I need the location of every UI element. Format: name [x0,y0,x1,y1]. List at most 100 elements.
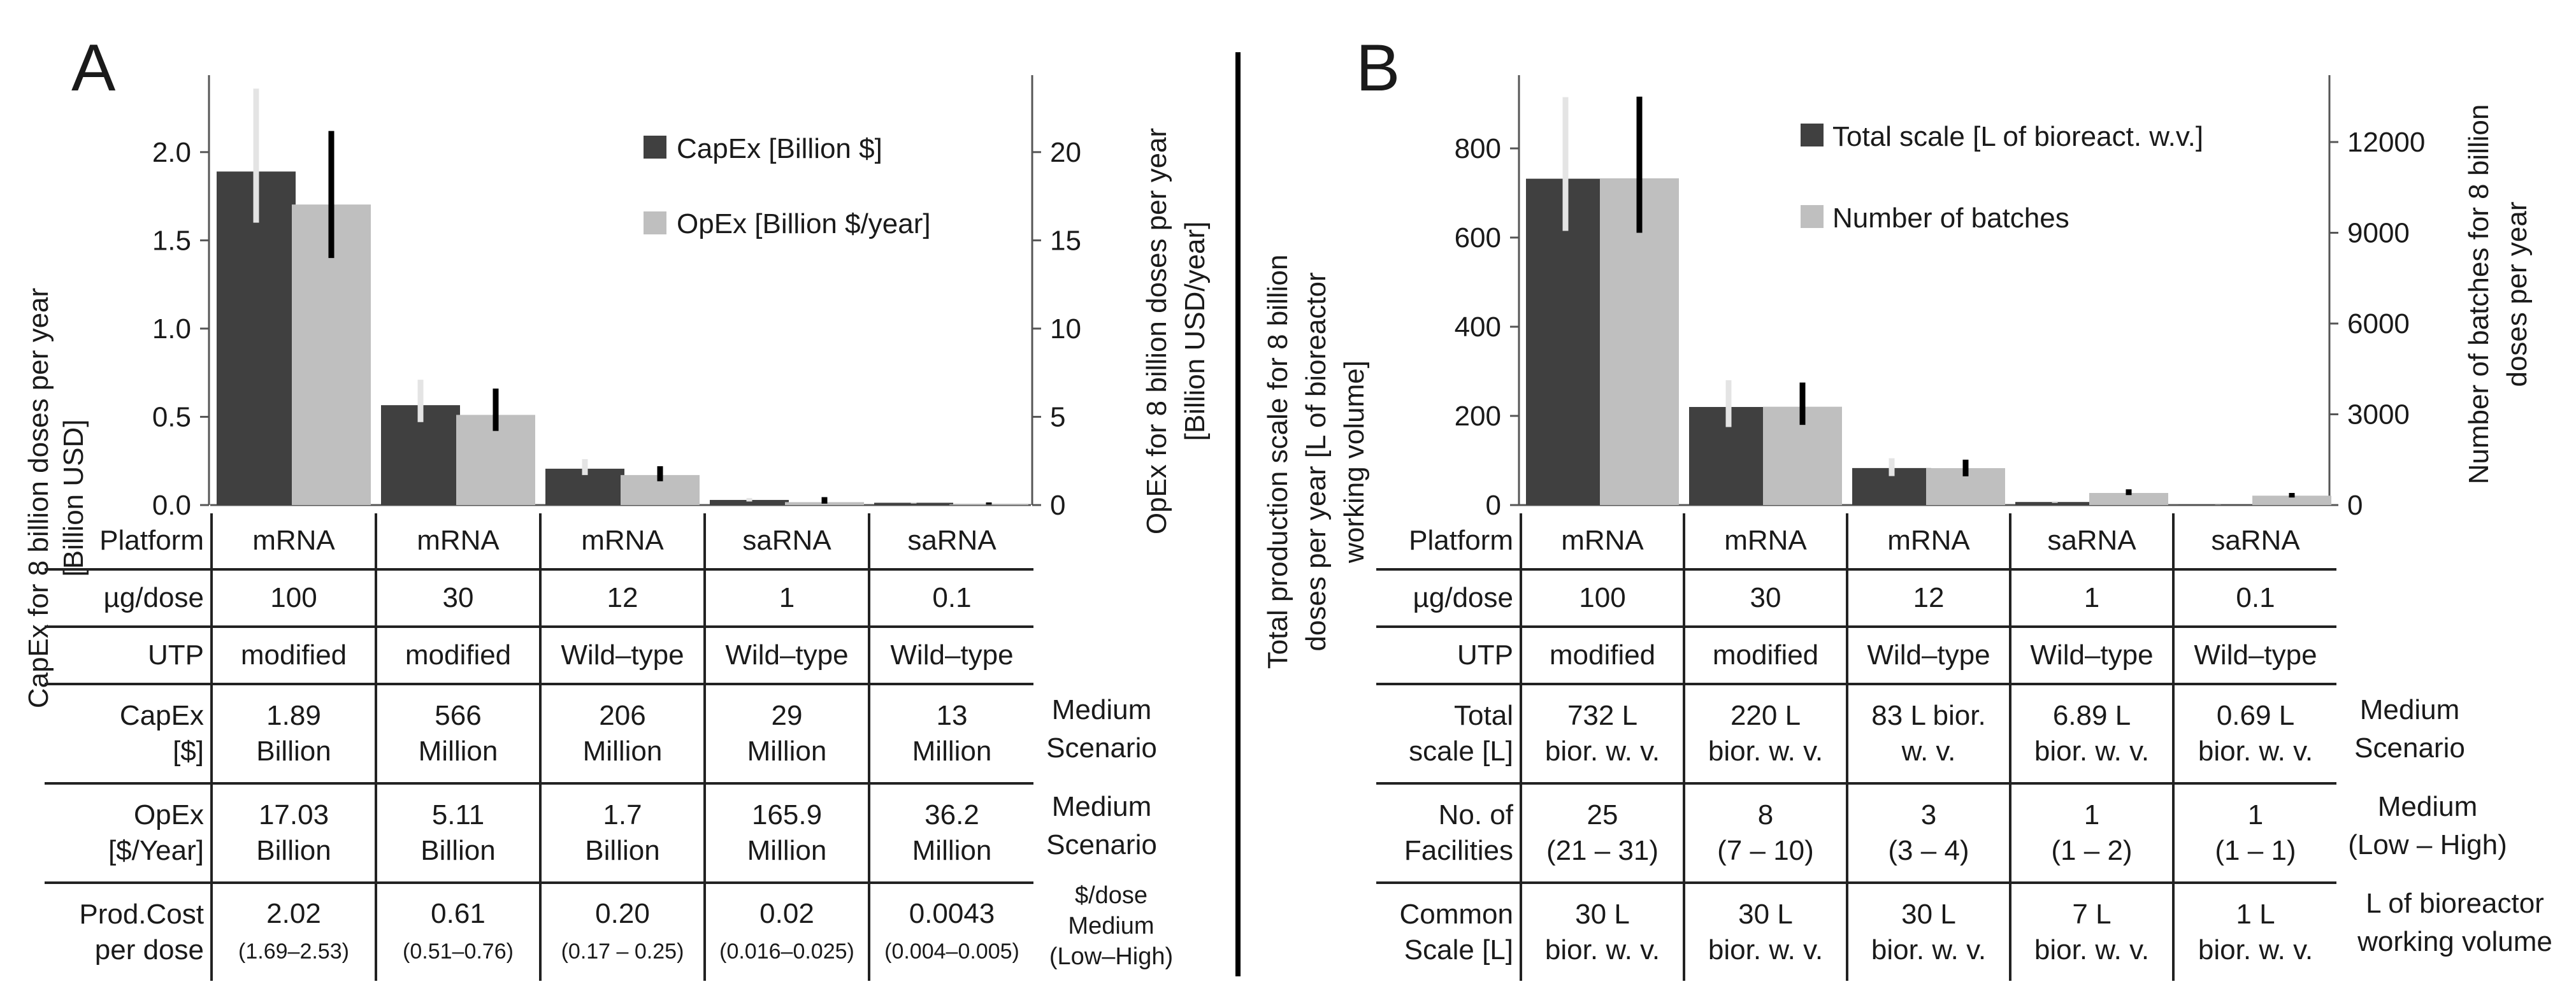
right-axis-tick-label: 15 [1050,225,1081,256]
bar-b-series1 [2015,502,2094,505]
table-row: µg/dose 100 30 12 1 0.1 [1376,568,2336,628]
table-cell: 25 (21 – 31) [1520,782,1685,884]
panel-b-letter: B [1356,31,1400,105]
bar-b-series2 [2252,496,2331,505]
panel-a-chart: A CapEx for 8 billion doses per year [Bi… [23,31,1211,708]
panel-b-ylabel-right-2: doses per year [2501,201,2533,387]
panel-a-prodcost-scenario-note: $/dose Medium (Low–High) [1049,882,1174,970]
left-axis-tick-label: 400 [1455,311,1501,343]
table-cell: 0.1 [868,568,1033,628]
table-row: µg/dose 100 30 12 1 0.1 [45,568,1033,628]
row-header: Platform [1376,513,1522,571]
table-cell: 30 [375,568,542,628]
table-cell: 1 (1 – 1) [2172,782,2336,884]
right-axis-tick-label: 20 [1050,137,1081,168]
table-cell: 1 (1 – 2) [2009,782,2175,884]
table-cell: 100 [210,568,377,628]
table-cell: saRNA [703,513,870,571]
row-header: UTP [45,625,213,685]
bar-a-series1 [217,171,296,505]
right-axis-tick-label: 5 [1050,401,1065,432]
bar-b-series1 [1526,178,1605,506]
table-cell: 206 Million [539,683,706,785]
table-cell: Wild–type [539,625,706,685]
panel-a-left-axis: 0.00.51.01.52.0 [152,75,210,521]
bar-b-series2 [2089,493,2168,505]
panel-a-ylabel-right-1: OpEx for 8 billion doses per year [1141,128,1172,534]
table-cell: modified [375,625,542,685]
table-cell: 165.9 Million [703,782,870,884]
row-header: CapEx [$] [45,683,213,785]
panel-b-table: Platform mRNA mRNA mRNA saRNA saRNA µg/d… [1376,513,2336,981]
table-cell: saRNA [2172,513,2336,571]
row-header: UTP [1376,625,1522,685]
table-cell: 29 Million [703,683,870,785]
panel-b-ylabel-left-2: doses per year [L of bioreactor [1300,272,1332,651]
panel-b-chart: B Total production scale for 8 billion d… [1262,31,2533,669]
left-axis-tick-label: 0.5 [152,401,191,432]
left-axis-tick-label: 800 [1455,133,1501,164]
table-cell: 12 [539,568,706,628]
table-cell: saRNA [868,513,1033,571]
panel-a-ylabel-right-2: [Billion USD/year] [1179,222,1211,441]
table-row: UTP modified modified Wild–type Wild–typ… [45,625,1033,685]
panel-b-legend-batches: Number of batches [1832,203,2069,234]
bar-a-series1 [874,503,953,505]
right-axis-tick-label: 0 [2347,490,2363,521]
table-row: UTP modified modified Wild–type Wild–typ… [1376,625,2336,685]
table-cell: 8 (7 – 10) [1683,782,1848,884]
row-header: Total scale [L] [1376,683,1522,785]
table-cell: 0.02 (0.016–0.025) [703,881,870,981]
table-cell: mRNA [375,513,542,571]
panel-b-ylabel-left-3: working volume] [1339,360,1370,564]
row-header: Prod.Cost per dose [45,881,213,981]
panel-a-opex-scenario-note: Medium Scenario [1046,791,1157,860]
table-cell: modified [1683,625,1848,685]
row-header: No. of Facilities [1376,782,1522,884]
table-cell: mRNA [1846,513,2011,571]
table-cell: 12 [1846,568,2011,628]
right-axis-tick-label: 6000 [2347,308,2410,339]
row-header: Common Scale [L] [1376,881,1522,981]
table-cell: mRNA [539,513,706,571]
table-cell: 83 L bior. w. v. [1846,683,2011,785]
panel-b-bars [1526,96,2331,506]
panel-a-letter: A [71,31,116,105]
table-cell: Wild–type [2009,625,2175,685]
panel-a-legend-capex: CapEx [Billion $] [677,133,882,164]
panel-a-legend-capex-swatch [644,136,666,159]
table-cell: 1 [2009,568,2175,628]
left-axis-tick-label: 200 [1455,401,1501,432]
row-header: OpEx [$/Year] [45,782,213,884]
table-cell: 100 [1520,568,1685,628]
panel-b-facilities-scenario-note: Medium (Low – High) [2348,791,2507,860]
right-axis-tick-label: 12000 [2347,127,2425,158]
left-axis-tick-label: 1.5 [152,225,191,256]
panel-a-table: Platform mRNA mRNA mRNA saRNA saRNA µg/d… [45,513,1033,981]
table-cell: 0.1 [2172,568,2336,628]
table-cell: mRNA [210,513,377,571]
panel-b-ylabel-right-1: Number of batches for 8 billion [2463,104,2494,485]
right-axis-tick-label: 0 [1050,490,1065,521]
bar-a-series2 [949,504,1028,505]
table-cell: 1 [703,568,870,628]
panel-a-right-axis: 0 5 10 15 20 [1031,75,1081,521]
table-cell: 36.2 Million [868,782,1033,884]
table-row: Prod.Cost per dose 2.02 (1.69–2.53) 0.61 (0… [45,881,1033,981]
table-cell: 1.7 Billion [539,782,706,884]
table-cell: mRNA [1520,513,1685,571]
table-cell: saRNA [2009,513,2175,571]
panel-b-legend-scale-swatch [1801,124,1824,146]
table-row: Platform mRNA mRNA mRNA saRNA saRNA [45,513,1033,571]
